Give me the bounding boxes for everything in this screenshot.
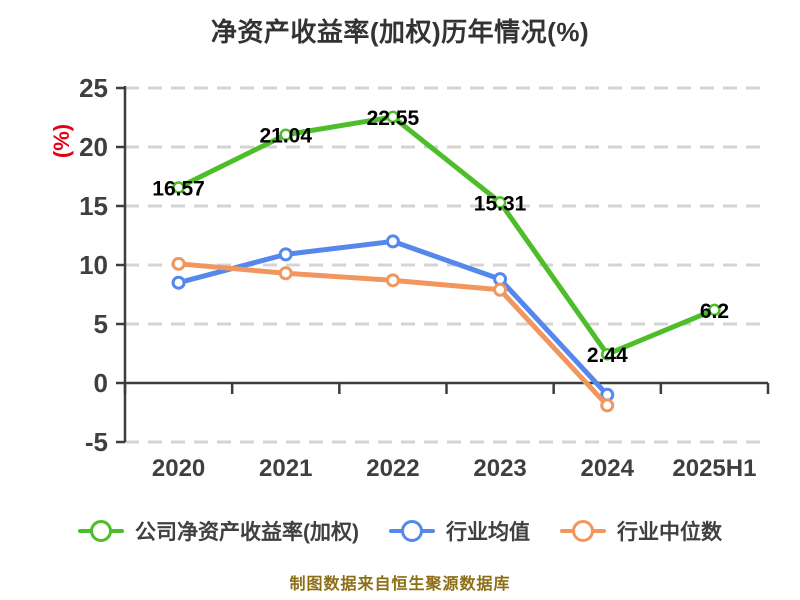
series-line-0 <box>176 114 717 357</box>
value-label: 16.57 <box>152 177 205 200</box>
data-point <box>600 398 615 413</box>
data-point <box>171 275 186 290</box>
x-tick-label: 2023 <box>473 455 526 482</box>
legend-label: 行业中位数 <box>617 521 722 544</box>
chart-title: 净资产收益率(加权)历年情况(%) <box>210 17 590 47</box>
y-tick-label: 15 <box>79 191 108 221</box>
y-tick-label: 10 <box>79 250 108 280</box>
legend-item-industry-average[interactable]: 行业均值 <box>389 516 530 546</box>
data-point <box>601 347 614 361</box>
x-tick-label: 2024 <box>581 455 635 482</box>
x-tick-label: 2021 <box>259 455 312 482</box>
data-point <box>708 303 721 317</box>
data-point <box>278 247 293 262</box>
data-point <box>279 128 292 141</box>
x-tick-label: 2022 <box>366 455 419 482</box>
x-tick-label: 2020 <box>152 455 205 482</box>
data-source-footer: 制图数据来自恒生聚源数据库 <box>289 576 511 593</box>
legend-label: 公司净资产收益率(加权) <box>135 521 359 544</box>
value-label: 15.31 <box>474 192 527 215</box>
legend: 公司净资产收益率(加权) 行业均值 行业中位数 <box>0 516 800 546</box>
y-tick-label: 0 <box>94 368 108 398</box>
data-point <box>385 273 400 288</box>
y-tick-label: 25 <box>79 73 108 103</box>
legend-line-marker-icon <box>78 519 124 543</box>
legend-line-marker-icon <box>389 519 435 543</box>
legend-item-company-roe-weighted[interactable]: 公司净资产收益率(加权) <box>78 516 359 546</box>
value-label: 21.04 <box>259 125 312 148</box>
y-tick-label: 20 <box>79 132 108 162</box>
legend-label: 行业均值 <box>446 521 530 544</box>
y-tick-label: -5 <box>85 427 108 457</box>
data-point <box>385 234 400 249</box>
data-point <box>493 196 507 209</box>
data-point <box>171 256 186 271</box>
value-label: 2.44 <box>587 344 628 367</box>
data-point <box>172 181 185 194</box>
legend-line-marker-icon <box>560 519 606 543</box>
data-point <box>386 110 400 124</box>
y-tick-label: 5 <box>94 309 108 339</box>
value-label: 22.55 <box>367 107 420 130</box>
value-label: 6.2 <box>700 300 729 323</box>
data-point <box>493 282 508 297</box>
legend-item-industry-median[interactable]: 行业中位数 <box>560 516 722 546</box>
data-point <box>278 266 293 281</box>
x-tick-label: 2025H1 <box>672 455 756 482</box>
